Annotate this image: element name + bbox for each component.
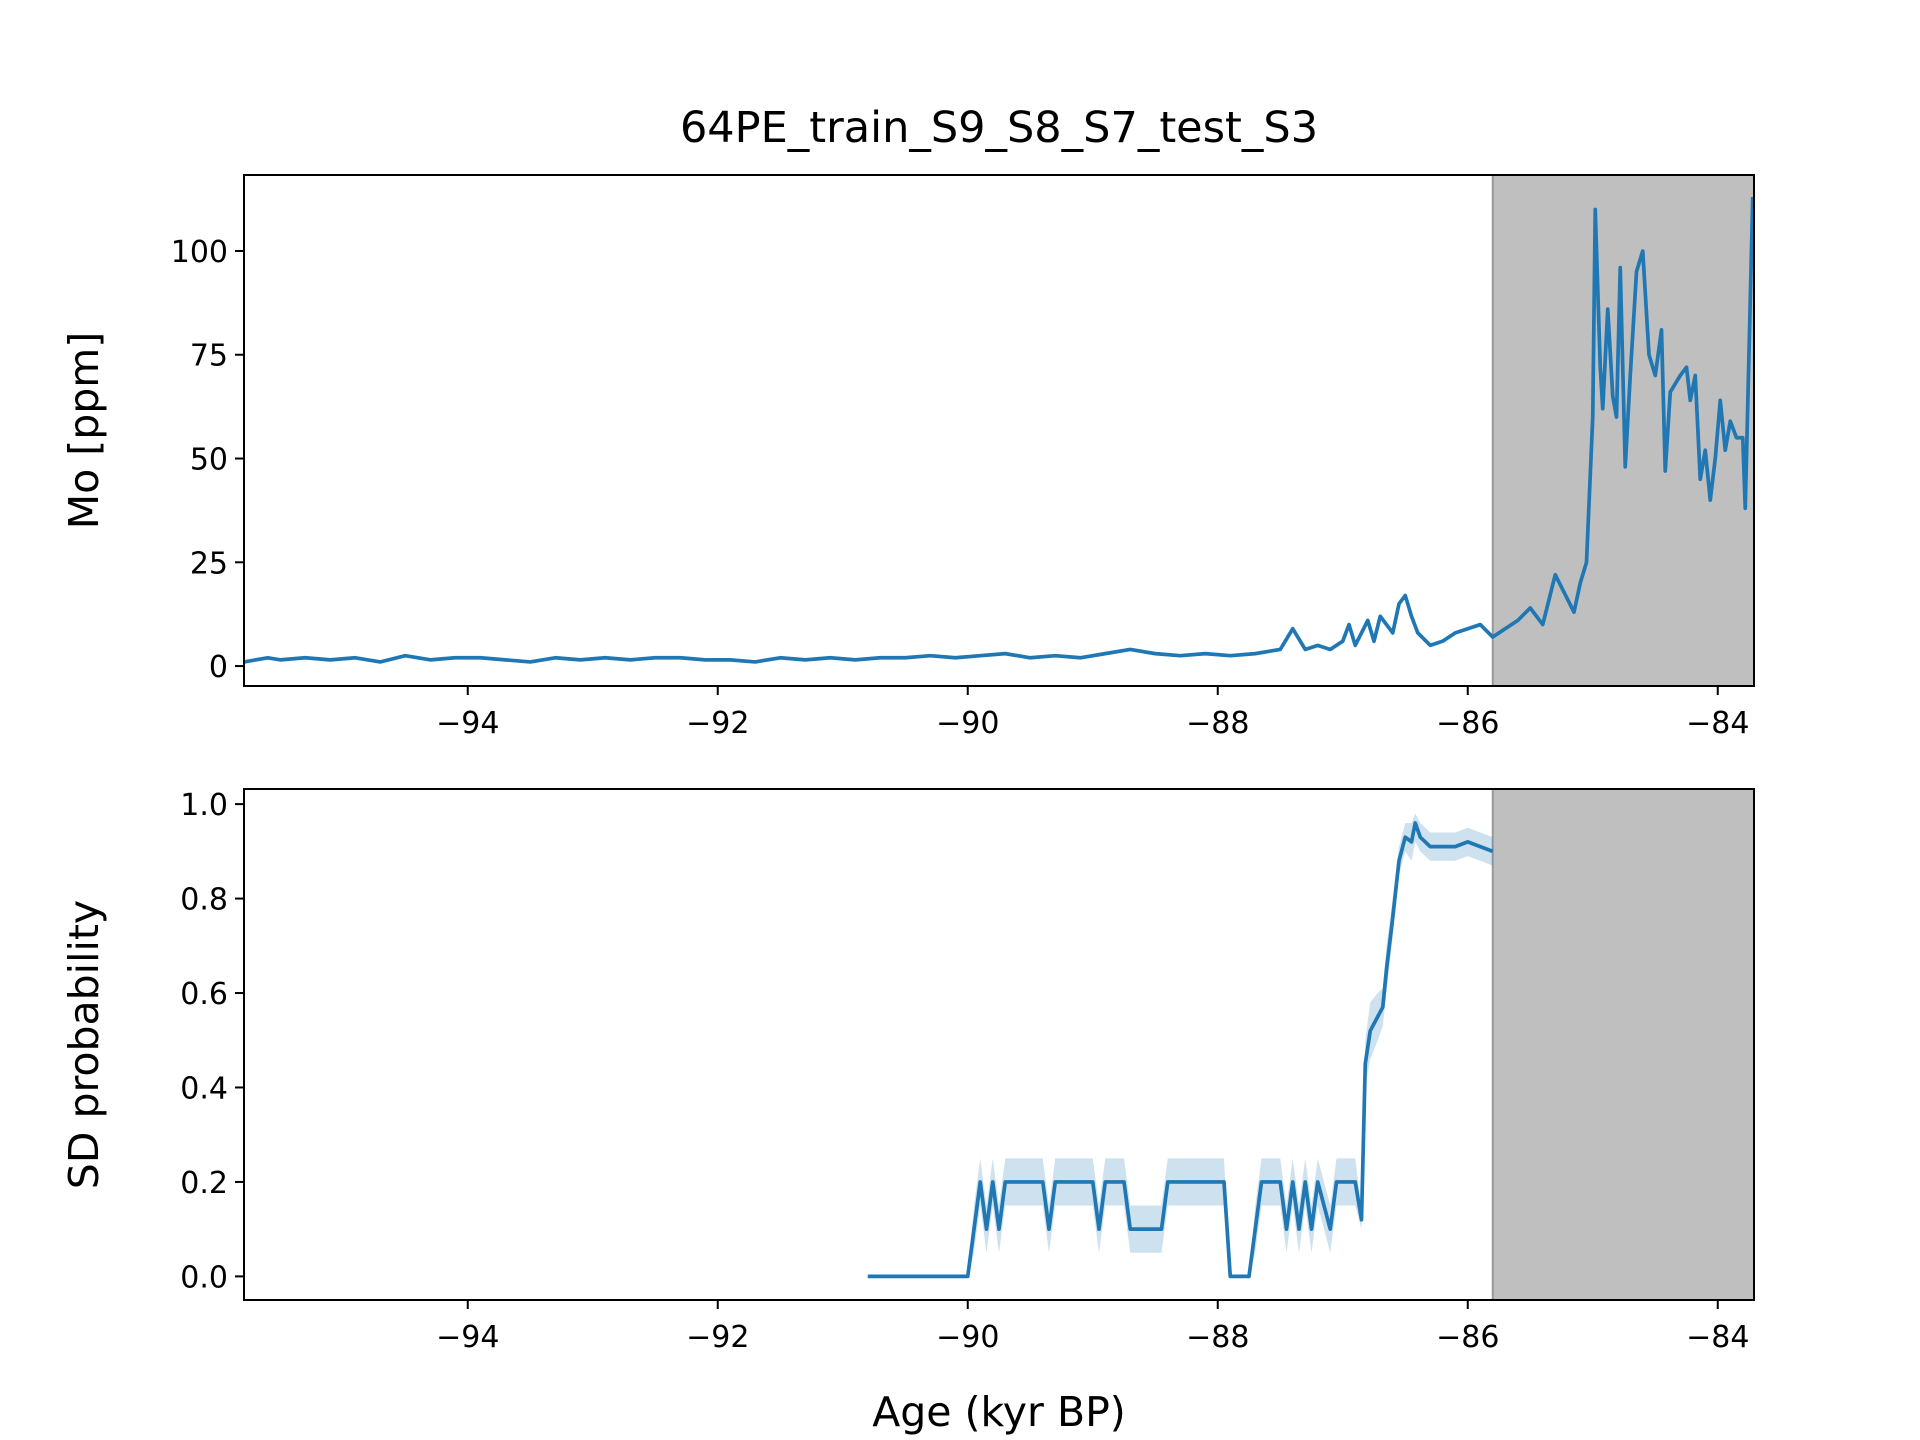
data-line	[243, 196, 1755, 664]
y-tick-label: 50	[190, 443, 228, 478]
y-tick-label: 1.0	[180, 788, 228, 823]
x-tick-label: −90	[936, 706, 999, 741]
x-tick-label: −88	[1186, 706, 1249, 741]
y-axis-label: Mo [ppm]	[60, 332, 108, 529]
y-tick-label: 0.8	[180, 883, 228, 918]
y-tick-label: 75	[190, 339, 228, 374]
x-tick-label: −90	[936, 1320, 999, 1355]
x-tick-label: −92	[686, 706, 749, 741]
y-tick-label: 100	[171, 235, 228, 270]
x-tick-label: −94	[436, 1320, 499, 1355]
axes-frame	[243, 788, 1755, 1301]
x-tick-label: −88	[1186, 1320, 1249, 1355]
x-tick-label: −84	[1686, 1320, 1749, 1355]
confidence-band	[867, 813, 1493, 1277]
chart-title: 64PE_train_S9_S8_S7_test_S3	[680, 103, 1318, 153]
y-tick-label: 0.6	[180, 977, 228, 1012]
x-tick-label: −86	[1436, 706, 1499, 741]
y-tick-label: 25	[190, 546, 228, 581]
data-line	[867, 821, 1494, 1279]
x-tick-label: −84	[1686, 706, 1749, 741]
y-tick-label: 0	[209, 650, 228, 685]
shaded-region	[1492, 789, 1754, 1300]
y-tick-label: 0.0	[180, 1260, 228, 1295]
axes-frame	[243, 174, 1755, 687]
x-tick-label: −92	[686, 1320, 749, 1355]
x-axis-label: Age (kyr BP)	[872, 1388, 1126, 1436]
x-tick-label: −94	[436, 706, 499, 741]
x-tick-label: −86	[1436, 1320, 1499, 1355]
y-tick-label: 0.4	[180, 1071, 228, 1106]
y-axis-label: SD probability	[60, 900, 108, 1189]
y-tick-label: 0.2	[180, 1166, 228, 1201]
